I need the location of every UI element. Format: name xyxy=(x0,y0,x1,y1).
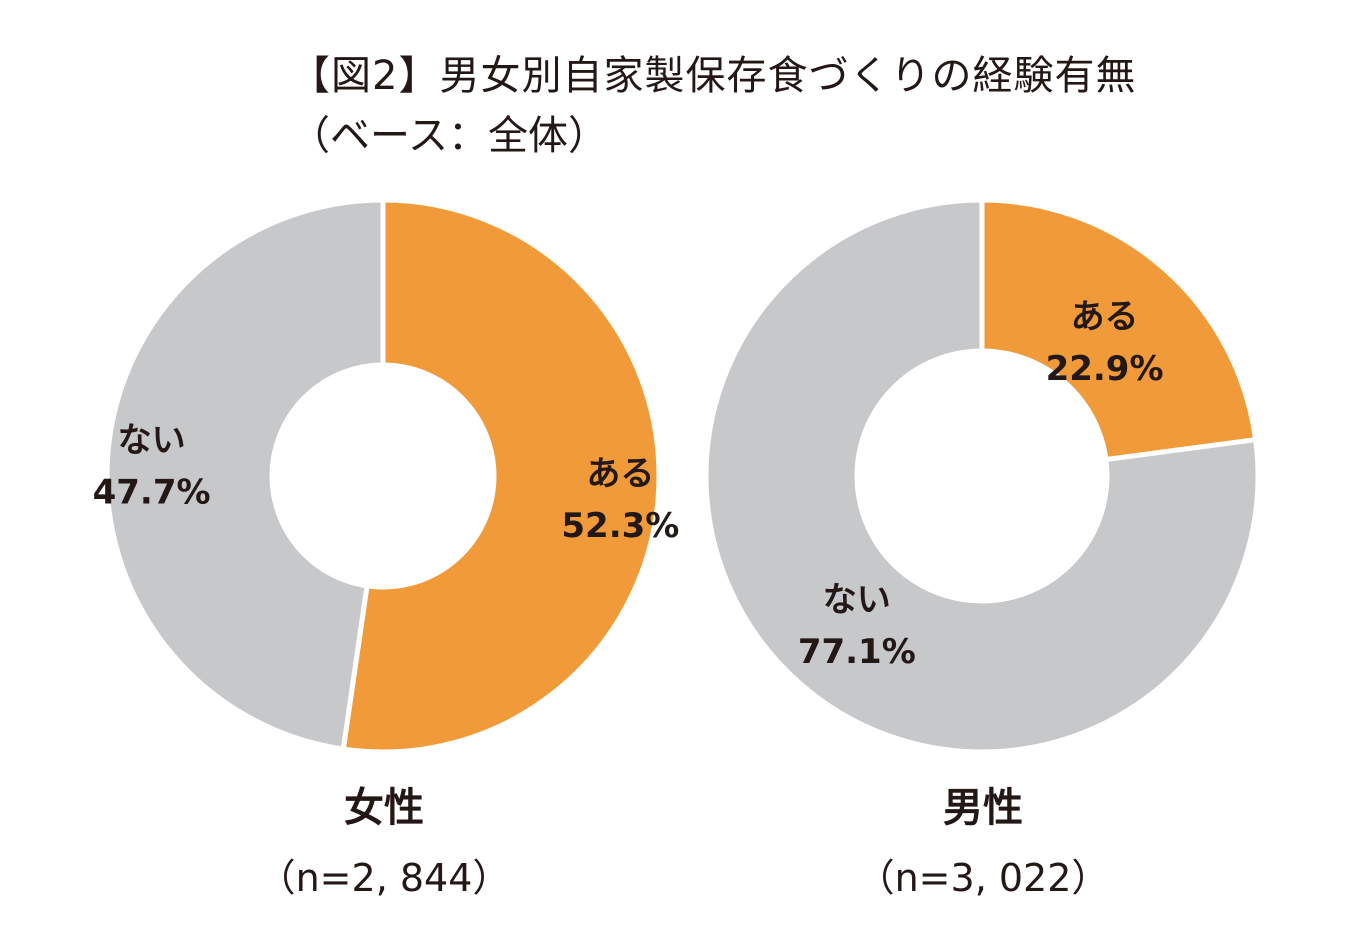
chart-title: 【図2】男女別自家製保存食づくりの経験有無 xyxy=(290,53,1137,99)
slice-value-male-aru: 22.9% xyxy=(1046,349,1164,389)
slice-male-aru xyxy=(979,197,1259,463)
female-group-label: 女性 xyxy=(344,785,424,831)
female-caption: 女性 （n=2, 844） xyxy=(134,780,634,906)
slice-female-aru xyxy=(340,197,662,755)
slice-value-female-aru: 52.3% xyxy=(561,506,679,546)
slice-female-nai xyxy=(104,197,386,752)
male-sample-size: （n=3, 022） xyxy=(856,856,1110,900)
slice-label-female-nai: ない xyxy=(118,420,186,460)
female-sample-size: （n=2, 844） xyxy=(257,856,511,900)
donut-chart-female: ある 52.3% ない 47.7% xyxy=(93,197,679,755)
donut-chart-male: ある 22.9% ない 77.1% xyxy=(703,197,1261,755)
slice-male-nai xyxy=(703,197,1261,755)
male-caption: 男性 （n=3, 022） xyxy=(733,780,1233,906)
slice-value-male-nai: 77.1% xyxy=(798,632,916,672)
chart-subtitle: （ベース：全体） xyxy=(290,113,608,159)
slice-label-female-aru: ある xyxy=(586,454,654,494)
slice-label-male-nai: ない xyxy=(823,580,891,620)
slice-label-male-aru: ある xyxy=(1071,297,1139,337)
male-group-label: 男性 xyxy=(943,785,1023,831)
slice-value-female-nai: 47.7% xyxy=(93,472,211,512)
